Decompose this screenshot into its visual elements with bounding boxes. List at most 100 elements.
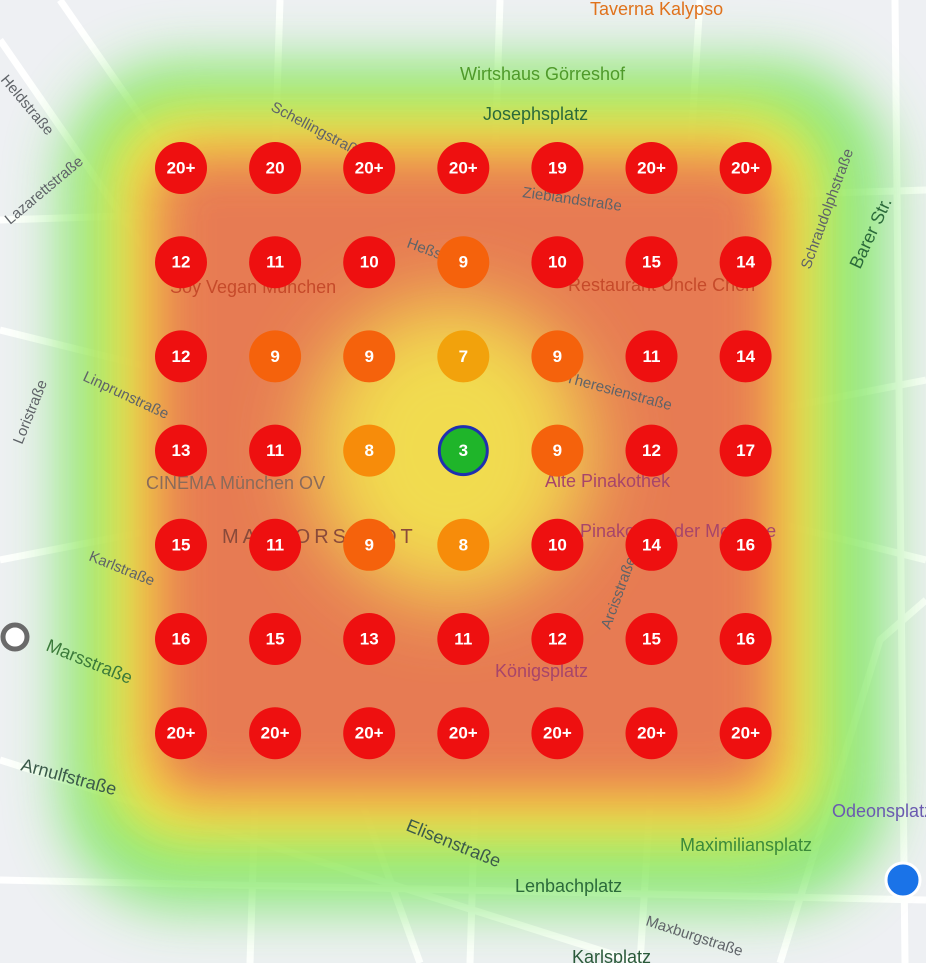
rank-label: 16 (736, 535, 755, 554)
rank-marker (249, 142, 302, 194)
rank-marker (437, 330, 490, 383)
rank-marker (719, 330, 772, 383)
rank-label: 20+ (167, 159, 196, 178)
rank-marker (155, 613, 207, 665)
poi-icon[interactable] (884, 861, 922, 899)
rank-label: 11 (266, 253, 284, 272)
rank-marker (437, 425, 489, 477)
rank-marker (249, 424, 302, 477)
rank-label: 20+ (637, 724, 666, 743)
rank-label: 17 (736, 441, 755, 460)
rank-label: 15 (172, 535, 191, 554)
rank-marker (531, 707, 584, 760)
rank-label: 20 (266, 159, 285, 178)
rank-label: 19 (548, 159, 567, 178)
place-label: Alte Pinakothek (545, 471, 671, 491)
rank-label: 10 (360, 253, 379, 272)
rank-marker (719, 424, 772, 477)
rank-label: 20+ (355, 159, 384, 178)
rank-label: 20+ (261, 724, 290, 743)
rank-label: 20+ (637, 159, 666, 178)
rank-label: 15 (642, 253, 661, 272)
rank-label: 14 (642, 535, 661, 554)
rank-marker (531, 142, 584, 194)
rank-marker (249, 236, 302, 289)
rank-label: 13 (360, 630, 379, 649)
rank-label: 11 (643, 347, 661, 366)
rank-label: 9 (553, 347, 562, 366)
rank-marker (343, 142, 396, 194)
rank-marker (531, 330, 584, 383)
place-label: Taverna Kalypso (590, 0, 723, 19)
rank-label: 15 (266, 630, 285, 649)
rank-marker (343, 518, 396, 571)
rank-marker (719, 142, 772, 194)
rank-marker (531, 236, 584, 289)
rank-label: 8 (459, 535, 468, 554)
rank-marker (625, 330, 678, 383)
rank-marker (249, 518, 302, 571)
rank-marker (437, 518, 490, 571)
rank-label: 20+ (449, 724, 478, 743)
rank-marker (531, 613, 584, 665)
rank-label: 14 (736, 253, 755, 272)
rank-label: 13 (172, 441, 191, 460)
place-label: Maximiliansplatz (680, 835, 812, 855)
rank-marker (155, 707, 207, 760)
rank-label: 15 (642, 630, 661, 649)
rank-marker (531, 424, 584, 477)
rank-label: 12 (172, 253, 191, 272)
rank-label: 16 (172, 630, 191, 649)
rank-marker (625, 142, 678, 194)
rank-marker (343, 330, 396, 383)
place-label: CINEMA München OV (146, 473, 325, 493)
rank-label: 11 (454, 630, 472, 649)
rank-label: 9 (364, 535, 373, 554)
rank-label: 10 (548, 535, 567, 554)
rank-marker (249, 613, 302, 665)
rank-label: 9 (553, 441, 562, 460)
rank-marker (437, 236, 490, 289)
rank-label: 8 (364, 441, 373, 460)
rank-label: 7 (459, 347, 468, 366)
rank-marker (155, 424, 207, 477)
rank-label: 20+ (731, 724, 760, 743)
place-label: Königsplatz (495, 661, 588, 681)
rank-marker (625, 707, 678, 760)
rank-marker (343, 707, 396, 760)
rank-grid: 20+ 20 20+ 20+ 19 20+ 20+ 12 11 10 9 10 15 14 12 9 9 7 9 11… (155, 142, 772, 760)
place-label: Soy Vegan München (170, 277, 336, 297)
rank-marker (437, 613, 490, 665)
rank-label: 12 (172, 347, 191, 366)
rank-marker (719, 707, 772, 760)
rank-marker (155, 236, 207, 289)
rank-marker (625, 613, 678, 665)
rank-marker (343, 236, 396, 289)
rank-label: 14 (736, 347, 755, 366)
place-label: Lenbachplatz (515, 876, 622, 896)
rank-marker (625, 236, 678, 289)
rank-marker (437, 707, 490, 760)
place-label: Odeonsplatz (832, 801, 926, 821)
rank-marker (343, 613, 396, 665)
rank-label: 9 (459, 253, 468, 272)
rank-marker (719, 236, 772, 289)
rank-marker (155, 330, 207, 383)
rank-marker (531, 518, 584, 571)
rank-label: 11 (266, 535, 284, 554)
rank-label: 12 (642, 441, 661, 460)
rank-marker (155, 518, 207, 571)
street-label: Loristraße (10, 378, 51, 447)
rank-label: 10 (548, 253, 567, 272)
rank-label: 11 (266, 441, 284, 460)
rank-marker (719, 518, 772, 571)
place-label: Josephsplatz (483, 104, 588, 124)
rank-marker (343, 424, 396, 477)
rank-marker (249, 707, 302, 760)
rank-marker (719, 613, 772, 665)
rank-marker (155, 142, 207, 194)
rank-label: 20+ (731, 159, 760, 178)
rank-label: 3 (459, 441, 468, 460)
rank-label: 16 (736, 630, 755, 649)
